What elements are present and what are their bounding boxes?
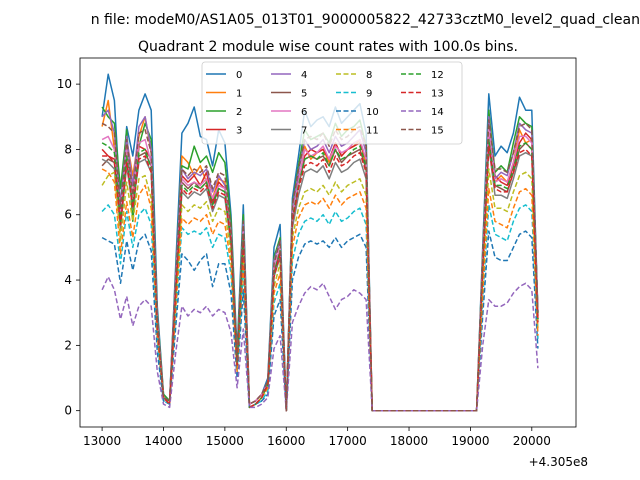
x-tick-label: 15000	[206, 434, 244, 448]
x-tick-label: 18000	[390, 434, 428, 448]
x-offset-label: +4.305e8	[529, 455, 588, 469]
legend-label-9: 9	[366, 89, 372, 100]
legend-label-10: 10	[366, 107, 379, 118]
x-tick-label: 16000	[267, 434, 305, 448]
y-tick-label: 8	[64, 142, 72, 156]
legend-label-12: 12	[431, 70, 444, 81]
y-tick-label: 6	[64, 208, 72, 222]
y-tick-label: 10	[57, 77, 72, 91]
legend-label-13: 13	[431, 89, 444, 100]
legend-label-1: 1	[236, 89, 242, 100]
legend-label-6: 6	[301, 107, 307, 118]
x-tick-label: 13000	[83, 434, 121, 448]
legend-label-14: 14	[431, 107, 444, 118]
legend-label-5: 5	[301, 89, 307, 100]
legend-label-3: 3	[236, 126, 242, 137]
legend-label-0: 0	[236, 70, 242, 81]
x-tick-label: 14000	[144, 434, 182, 448]
legend-label-11: 11	[366, 126, 379, 137]
legend-box	[201, 61, 463, 145]
x-axis: 13000 14000 15000 16000 17000 18000 19000 20000	[83, 427, 551, 448]
file-header: n file: modeM0/AS1A05_013T01_9000005822_…	[91, 12, 640, 28]
axes-frame	[79, 57, 577, 428]
y-tick-label: 4	[64, 273, 72, 287]
x-tick-label: 19000	[451, 434, 489, 448]
y-tick-label: 2	[64, 338, 72, 352]
legend-label-4: 4	[301, 70, 307, 81]
legend-label-7: 7	[301, 126, 307, 137]
series-line-11	[101, 168, 539, 412]
y-tick-label: 0	[64, 404, 72, 418]
chart-title: Quadrant 2 module wise count rates with …	[138, 39, 518, 55]
series-line-10	[101, 230, 539, 412]
x-tick-label: 17000	[329, 434, 367, 448]
y-axis: 0 2 4 6 8 10	[57, 77, 80, 418]
legend-label-15: 15	[431, 126, 444, 137]
legend-label-2: 2	[236, 107, 242, 118]
series-line-14	[101, 276, 539, 412]
x-tick-label: 20000	[513, 434, 551, 448]
legend-label-8: 8	[366, 70, 372, 81]
